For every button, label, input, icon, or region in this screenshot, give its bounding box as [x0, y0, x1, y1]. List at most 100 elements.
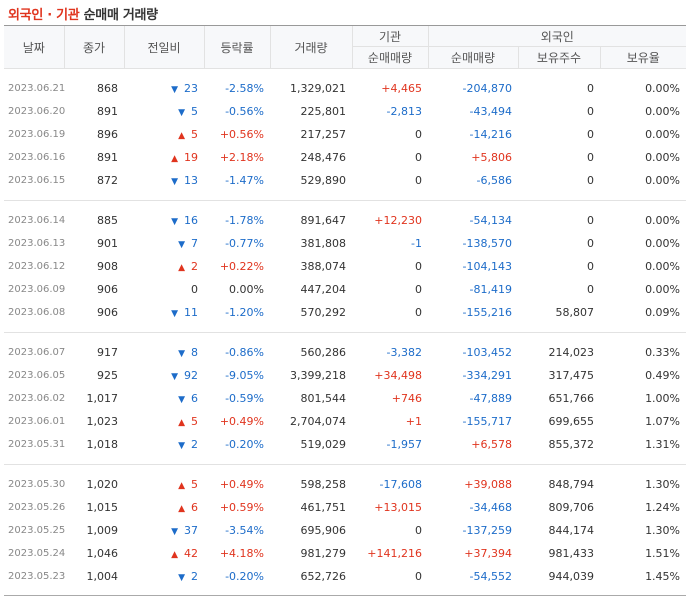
group-spacer — [4, 465, 686, 474]
change-value: 19 — [184, 151, 198, 164]
header-foreign-net: 순매매량 — [427, 46, 518, 69]
row-foreign-ratio: 1.00% — [645, 392, 681, 405]
row-foreign-shares: 0 — [587, 174, 594, 187]
row-institution-net: +141,216 — [367, 547, 422, 560]
row-volume: 388,074 — [300, 260, 347, 273]
row-close: 901 — [97, 237, 118, 250]
row-close: 925 — [97, 369, 118, 382]
row-foreign-ratio: 0.00% — [645, 237, 681, 250]
row-foreign-ratio: 0.00% — [645, 151, 681, 164]
row-institution-net: 0 — [415, 260, 422, 273]
row-institution-net: -3,382 — [386, 346, 422, 359]
row-volume: 529,890 — [300, 174, 347, 187]
change-value: 0 — [191, 283, 198, 296]
row-foreign-net: -14,216 — [469, 128, 512, 141]
row-foreign-net: -204,870 — [462, 82, 512, 95]
row-foreign-net: -104,143 — [462, 260, 512, 273]
table-row: 2023.06.05 925 ▼ 92 -9.05% 3,399,218 +34,498 -3… — [4, 364, 686, 387]
row-close: 1,009 — [86, 524, 119, 537]
row-foreign-shares: 848,794 — [548, 478, 595, 491]
row-date: 2023.06.21 — [8, 83, 66, 94]
row-change: 0 — [124, 278, 204, 301]
header-change: 전일비 — [123, 25, 204, 69]
group-spacer — [4, 201, 686, 210]
header-foreign-group: 외국인 — [427, 25, 687, 47]
header-foreign-ratio: 보유율 — [599, 46, 687, 69]
row-rate: +0.59% — [219, 501, 264, 514]
row-rate: -0.86% — [225, 346, 264, 359]
row-foreign-net: -54,552 — [469, 570, 512, 583]
table-row: 2023.06.19 896 ▲ 5 +0.56% 217,257 0 -14,216 0 0.0… — [4, 123, 686, 146]
row-volume: 3,399,218 — [290, 369, 346, 382]
row-foreign-ratio: 1.45% — [645, 570, 681, 583]
table-row: 2023.06.20 891 ▼ 5 -0.56% 225,801 -2,813 -43,49… — [4, 100, 686, 123]
row-date: 2023.06.05 — [8, 370, 66, 381]
table-row: 2023.05.24 1,046 ▲ 42 +4.18% 981,279 +141,216 +… — [4, 542, 686, 565]
row-close: 885 — [97, 214, 118, 227]
row-foreign-net: -155,717 — [462, 415, 512, 428]
row-date: 2023.06.02 — [8, 393, 66, 404]
row-institution-net: -2,813 — [386, 105, 422, 118]
row-change: ▼ 2 — [124, 433, 204, 456]
row-close: 1,046 — [86, 547, 119, 560]
row-foreign-shares: 809,706 — [548, 501, 595, 514]
row-close: 906 — [97, 306, 118, 319]
row-foreign-shares: 855,372 — [548, 438, 595, 451]
row-foreign-ratio: 0.00% — [645, 260, 681, 273]
row-rate: +0.22% — [219, 260, 264, 273]
row-close: 891 — [97, 105, 118, 118]
row-rate: +0.49% — [219, 415, 264, 428]
header-institution-group: 기관 — [351, 25, 428, 47]
triangle-up-icon: ▲ — [178, 263, 185, 273]
change-value: 2 — [191, 260, 198, 273]
row-date: 2023.05.24 — [8, 548, 66, 559]
row-foreign-ratio: 0.00% — [645, 283, 681, 296]
row-foreign-shares: 981,433 — [548, 547, 595, 560]
row-change: ▲ 19 — [124, 146, 204, 169]
table-row: 2023.06.07 917 ▼ 8 -0.86% 560,286 -3,382 -103,4… — [4, 341, 686, 364]
row-institution-net: -1 — [411, 237, 422, 250]
group-divider — [4, 588, 687, 596]
row-foreign-shares: 0 — [587, 82, 594, 95]
row-foreign-net: +39,088 — [464, 478, 512, 491]
change-value: 42 — [184, 547, 198, 560]
row-institution-net: +34,498 — [374, 369, 422, 382]
row-foreign-ratio: 1.31% — [645, 438, 681, 451]
change-value: 7 — [191, 237, 198, 250]
row-change: ▲ 5 — [124, 123, 204, 146]
row-rate: -0.20% — [225, 438, 264, 451]
row-close: 908 — [97, 260, 118, 273]
table-row: 2023.06.09 906 0 0.00% 447,204 0 -81,419 0 0.00% — [4, 278, 686, 301]
header-foreign-shares: 보유주수 — [517, 46, 600, 69]
change-value: 37 — [184, 524, 198, 537]
row-volume: 695,906 — [300, 524, 347, 537]
row-close: 1,017 — [86, 392, 119, 405]
table-row: 2023.06.15 872 ▼ 13 -1.47% 529,890 0 -6,586 0 0.0… — [4, 169, 686, 192]
row-date: 2023.06.16 — [8, 152, 66, 163]
row-foreign-ratio: 0.00% — [645, 174, 681, 187]
table-row: 2023.06.21 868 ▼ 23 -2.58% 1,329,021 +4,465 -20… — [4, 77, 686, 100]
row-volume: 461,751 — [300, 501, 347, 514]
change-value: 6 — [191, 501, 198, 514]
row-foreign-net: +6,578 — [471, 438, 512, 451]
row-change: ▲ 2 — [124, 255, 204, 278]
row-foreign-shares: 214,023 — [548, 346, 595, 359]
row-close: 868 — [97, 82, 118, 95]
triangle-up-icon: ▲ — [178, 418, 185, 428]
row-change: ▼ 2 — [124, 565, 204, 588]
row-date: 2023.05.30 — [8, 479, 66, 490]
row-close: 1,004 — [86, 570, 119, 583]
row-foreign-ratio: 1.51% — [645, 547, 681, 560]
row-institution-net: 0 — [415, 128, 422, 141]
row-institution-net: 0 — [415, 570, 422, 583]
row-foreign-shares: 0 — [587, 237, 594, 250]
triangle-down-icon: ▼ — [171, 217, 178, 227]
row-foreign-ratio: 0.00% — [645, 105, 681, 118]
change-value: 13 — [184, 174, 198, 187]
row-foreign-shares: 317,475 — [548, 369, 595, 382]
row-close: 1,023 — [86, 415, 119, 428]
row-volume: 570,292 — [300, 306, 347, 319]
row-change: ▲ 6 — [124, 496, 204, 519]
row-volume: 652,726 — [300, 570, 347, 583]
triangle-up-icon: ▲ — [171, 550, 178, 560]
